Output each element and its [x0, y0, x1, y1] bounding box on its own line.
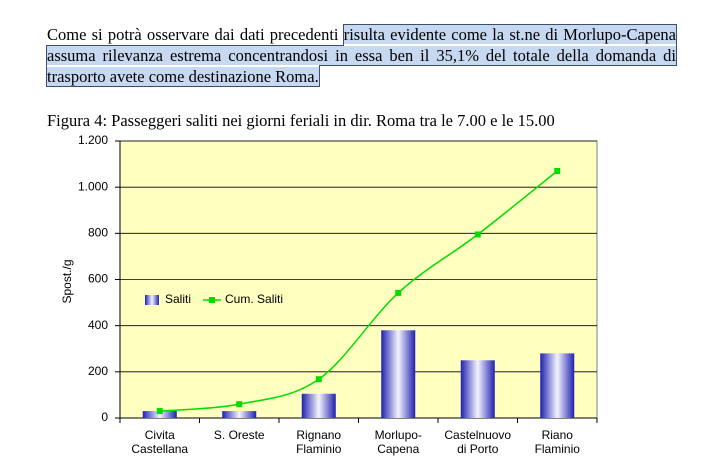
y-tick-label: 800	[88, 226, 108, 240]
y-tick-label: 0	[101, 410, 108, 424]
legend-swatch	[145, 295, 159, 305]
y-tick-label: 1.200	[78, 133, 108, 147]
bar	[460, 360, 495, 418]
x-tick-label: Castelnuovo di Porto	[444, 428, 512, 456]
x-tick-label: Riano Flaminio	[534, 428, 580, 456]
line-marker	[395, 289, 402, 296]
x-tick-label: Morlupo-Capena	[374, 428, 422, 456]
legend-label: Cum. Saliti	[225, 292, 283, 306]
line-marker	[156, 408, 163, 415]
figure-caption: Figura 4: Passeggeri saliti nei giorni f…	[47, 111, 555, 130]
bar	[222, 411, 257, 418]
y-tick-label: 600	[88, 272, 108, 286]
x-tick-label: S. Oreste	[213, 428, 265, 442]
bar	[381, 330, 416, 418]
y-tick-label: 1.000	[78, 179, 108, 193]
x-tick-label: Civita Castellana	[131, 428, 189, 456]
legend-label: Saliti	[165, 292, 191, 306]
y-axis-label: Spost./g	[60, 259, 74, 303]
bar	[540, 353, 575, 418]
line-marker	[554, 168, 561, 175]
x-tick-label: Rignano Flaminio	[296, 428, 342, 456]
y-tick-label: 200	[88, 364, 108, 378]
paragraph-text: Come si potrà osservare dai dati precede…	[47, 25, 339, 44]
paragraph: Come si potrà osservare dai dati precede…	[45, 24, 678, 87]
bar	[301, 393, 336, 418]
line-marker	[236, 401, 243, 408]
legend-swatch	[209, 297, 216, 303]
y-tick-label: 400	[88, 318, 108, 332]
bar	[142, 411, 177, 418]
line-marker	[474, 231, 481, 238]
line-marker	[315, 376, 322, 383]
